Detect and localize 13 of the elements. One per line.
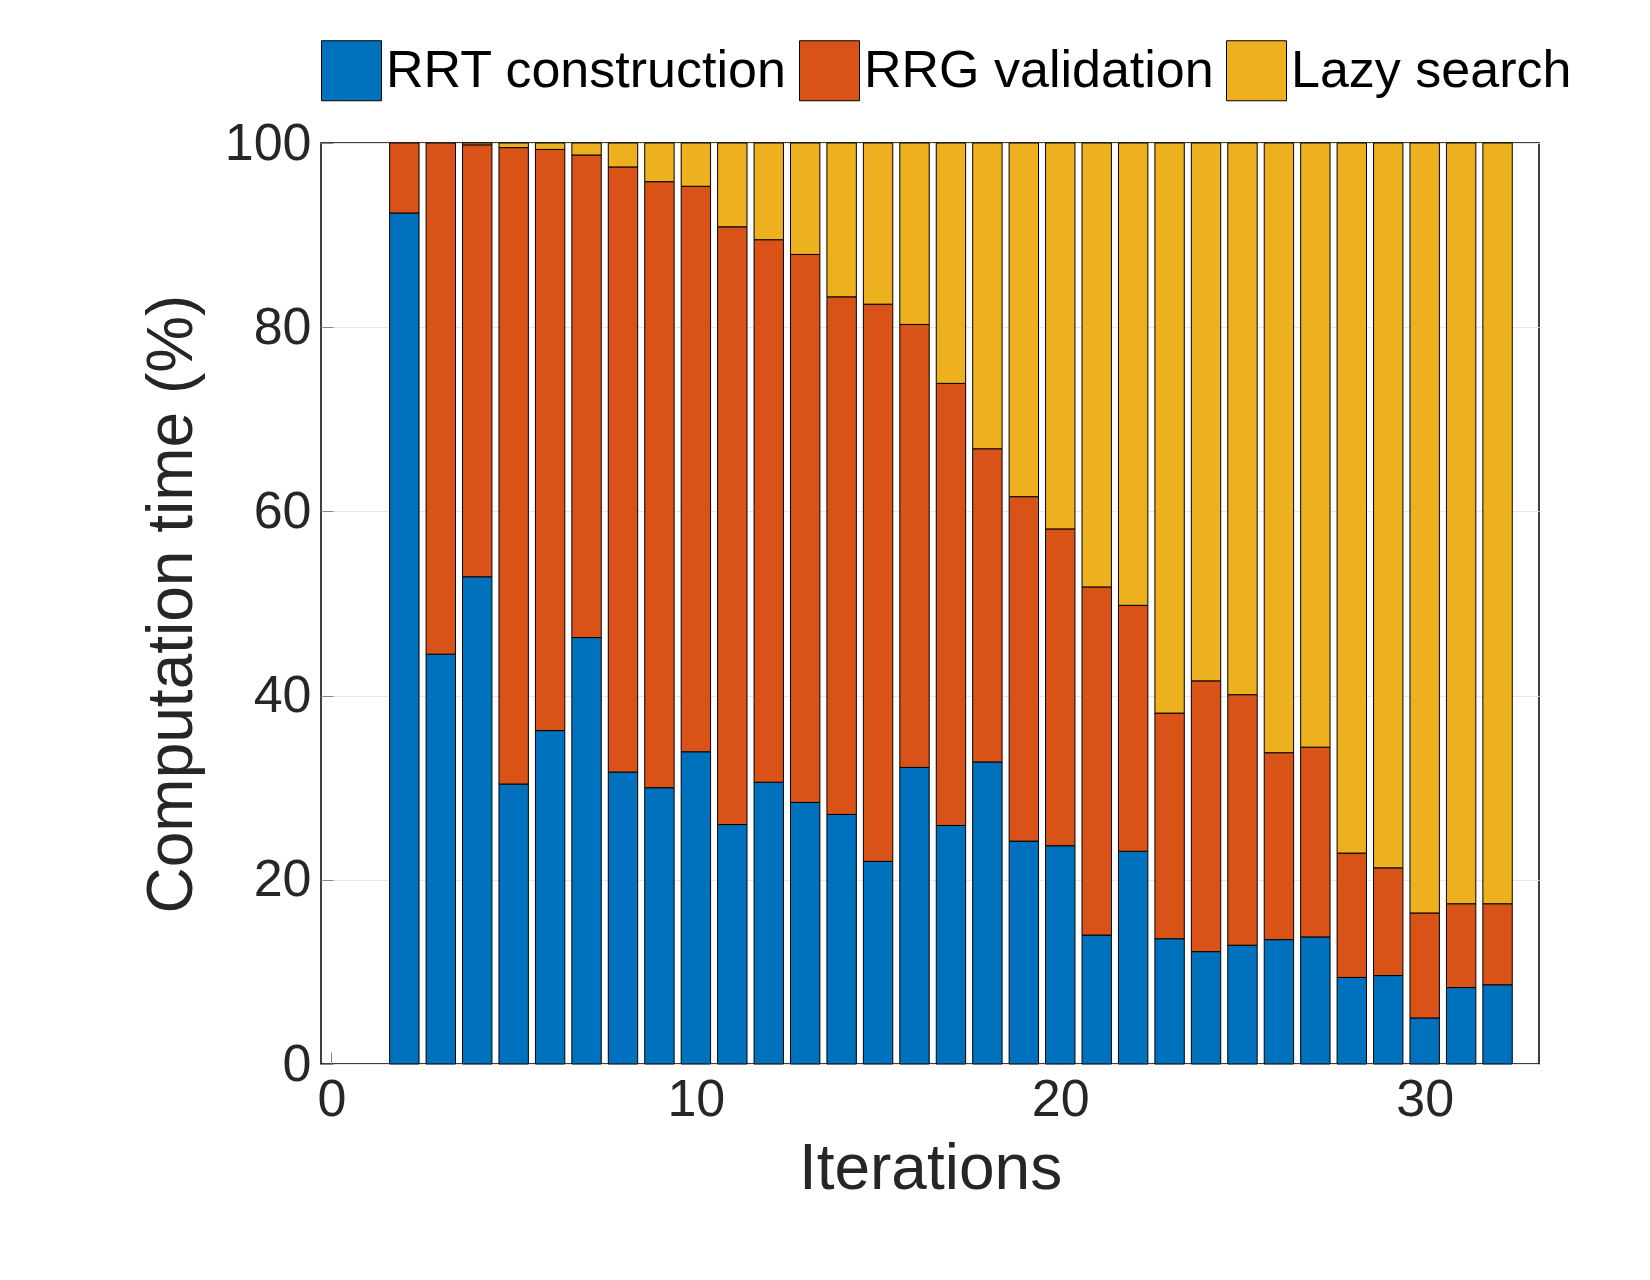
y-tick-label: 100 <box>224 112 312 171</box>
y-tick-label: 60 <box>253 480 312 539</box>
y-tick-label: 20 <box>253 849 312 908</box>
x-tick-label: 10 <box>667 1068 726 1127</box>
legend-label: RRT construction <box>386 39 786 98</box>
legend-label: RRG validation <box>864 39 1214 98</box>
y-tick-label: 40 <box>253 665 312 724</box>
legend-label: Lazy search <box>1291 39 1572 98</box>
x-axis-title: Iterations <box>798 1130 1063 1203</box>
x-tick-label: 20 <box>1031 1068 1090 1127</box>
y-axis-title: Computation time (%) <box>133 294 206 914</box>
y-tick-label: 80 <box>253 296 312 355</box>
x-tick-label: 30 <box>1396 1068 1455 1127</box>
